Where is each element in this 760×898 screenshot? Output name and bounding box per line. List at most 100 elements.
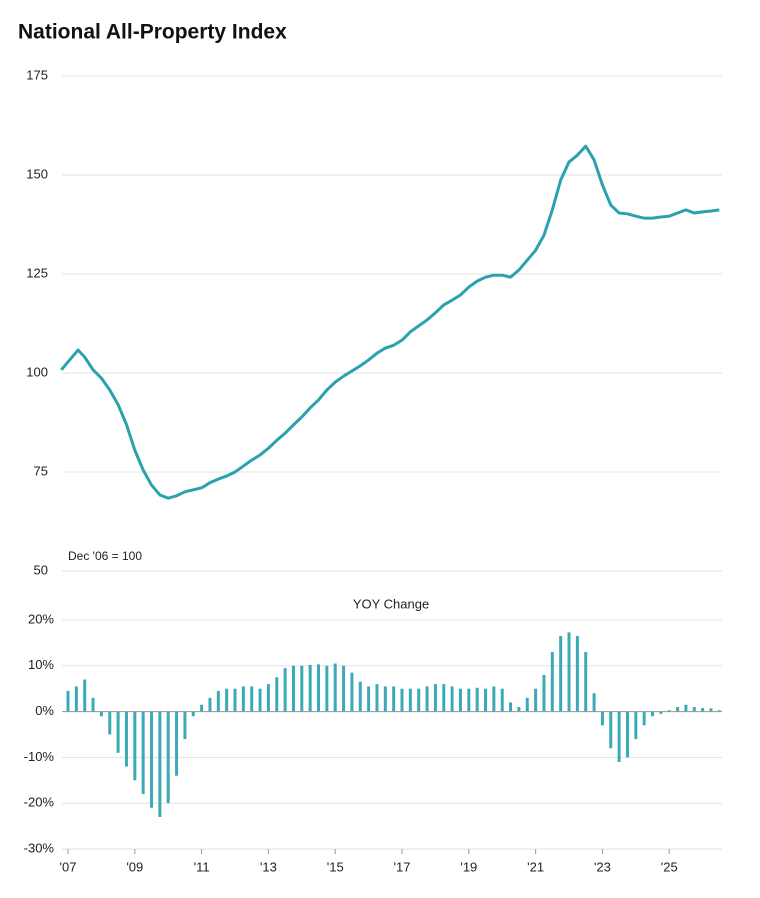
bar [484, 688, 488, 712]
bar [659, 711, 663, 714]
bar [241, 686, 245, 712]
y-tick-label: 175 [26, 67, 48, 82]
bar [584, 652, 588, 712]
bar [275, 677, 279, 712]
x-tick-label: '15 [327, 859, 344, 874]
bar [417, 688, 421, 712]
bar [208, 697, 212, 712]
bar [492, 686, 496, 712]
bar [500, 688, 504, 712]
x-tick-label: '25 [661, 859, 678, 874]
y-tick-label: 20% [28, 611, 54, 626]
bar [667, 710, 671, 712]
bar [308, 664, 312, 712]
bar [183, 711, 187, 740]
bar [291, 665, 295, 712]
bar [609, 711, 613, 749]
bar [517, 707, 521, 712]
bar [642, 711, 646, 726]
index-line [60, 144, 720, 500]
y-tick-label: 0% [35, 703, 54, 718]
bar [317, 664, 321, 712]
bar [266, 684, 270, 712]
bar [216, 690, 220, 712]
y-tick-label: 125 [26, 265, 48, 280]
subchart-title: YOY Change [353, 596, 429, 611]
x-tick-label: '11 [194, 859, 210, 874]
bar [651, 711, 655, 717]
y-tick-label: 75 [34, 463, 48, 478]
bar [133, 711, 137, 781]
bar [509, 702, 513, 712]
x-tick-label: '13 [260, 859, 277, 874]
bar [701, 707, 705, 712]
bar [358, 681, 362, 712]
bar [684, 704, 688, 712]
bar [66, 690, 70, 712]
bar [625, 711, 629, 758]
bar [592, 693, 596, 712]
bar [158, 711, 162, 817]
x-tick-label: '17 [394, 859, 411, 874]
y-tick-label: 50 [34, 562, 48, 577]
bar [442, 684, 446, 712]
y-tick-label: 10% [28, 657, 54, 672]
bar [559, 636, 563, 712]
bar [124, 711, 128, 767]
bar [325, 665, 329, 712]
x-tick-label: '19 [460, 859, 477, 874]
bar [617, 711, 621, 762]
x-tick-label: '07 [60, 859, 77, 874]
bar [99, 711, 103, 717]
bar [450, 686, 454, 712]
chart-title: National All-Property Index [18, 21, 287, 44]
bar [525, 697, 529, 712]
bar [175, 711, 179, 776]
bar [400, 688, 404, 712]
bar [375, 684, 379, 712]
x-tick-label: '21 [527, 859, 544, 874]
bar [258, 688, 262, 712]
bar [108, 711, 112, 735]
annotation: Dec '06 = 100 [68, 549, 142, 563]
bar [350, 672, 354, 712]
bar [250, 686, 254, 712]
bar [567, 632, 571, 712]
bar [342, 665, 346, 712]
bar [467, 688, 471, 712]
bar [692, 707, 696, 712]
bar [300, 665, 304, 712]
bar [534, 688, 538, 712]
bar [676, 707, 680, 712]
bar [425, 686, 429, 712]
x-tick-label: '23 [594, 859, 611, 874]
y-tick-label: 100 [26, 364, 48, 379]
bar [333, 663, 337, 712]
bar [83, 679, 87, 712]
y-tick-label: -30% [24, 840, 55, 855]
y-tick-label: 150 [26, 166, 48, 181]
x-tick-label: '09 [126, 859, 143, 874]
bar [91, 697, 95, 712]
bar [141, 711, 145, 795]
bar [225, 688, 229, 712]
bar [233, 688, 237, 712]
bar [433, 684, 437, 712]
bar [383, 686, 387, 712]
bar [200, 704, 204, 712]
bar [283, 668, 287, 712]
bar [74, 686, 78, 712]
bar [542, 674, 546, 712]
bar [475, 687, 479, 712]
bar [550, 652, 554, 712]
bar [150, 711, 154, 808]
bar [166, 711, 170, 804]
bar [408, 688, 412, 712]
bar [367, 686, 371, 712]
bar [458, 688, 462, 712]
y-tick-label: -20% [24, 795, 55, 810]
bar [709, 708, 713, 712]
bar [634, 711, 638, 740]
bar [600, 711, 604, 726]
